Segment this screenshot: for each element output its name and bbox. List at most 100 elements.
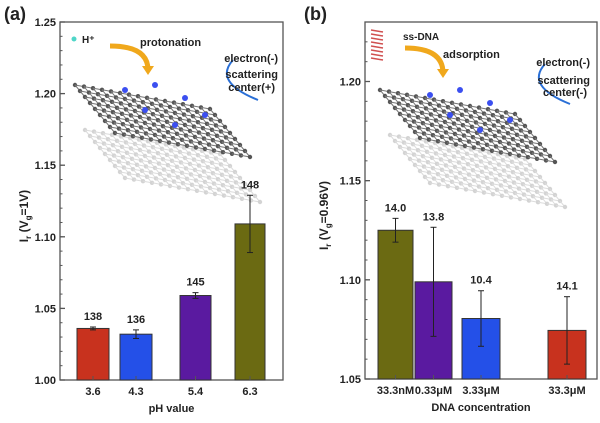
carbon-bond bbox=[515, 157, 522, 164]
carbon-atom bbox=[129, 156, 135, 161]
carbon-bond bbox=[182, 182, 193, 186]
carbon-bond bbox=[523, 194, 530, 201]
carbon-atom bbox=[461, 166, 467, 171]
carbon-bond bbox=[207, 166, 214, 174]
carbon-bond bbox=[419, 170, 426, 178]
carbon-bond bbox=[449, 160, 460, 164]
carbon-bond bbox=[461, 147, 468, 155]
carbon-bond bbox=[173, 181, 180, 188]
y-axis-label-part: I bbox=[17, 239, 31, 242]
carbon-bond bbox=[249, 189, 256, 197]
carbon-bond bbox=[527, 189, 538, 193]
carbon-bond bbox=[426, 151, 437, 154]
carbon-atom bbox=[228, 174, 234, 179]
carbon-bond bbox=[167, 164, 178, 168]
carbon-bond bbox=[429, 182, 440, 186]
y-tick-label: 1.00 bbox=[35, 375, 56, 387]
carbon-bond bbox=[236, 192, 243, 200]
carbon-bond bbox=[487, 187, 498, 191]
carbon-bond bbox=[175, 156, 182, 163]
carbon-bond bbox=[532, 195, 539, 203]
carbon-bond bbox=[431, 157, 438, 165]
carbon-bond bbox=[155, 178, 162, 185]
carbon-atom bbox=[429, 155, 435, 160]
carbon-bond bbox=[451, 181, 458, 189]
carbon-bond bbox=[452, 145, 463, 149]
carbon-bond bbox=[457, 151, 468, 155]
carbon-atom bbox=[220, 183, 226, 188]
carbon-bond bbox=[482, 181, 489, 189]
carbon-bond bbox=[120, 136, 127, 143]
carbon-bond bbox=[413, 154, 424, 157]
carbon-bond bbox=[89, 135, 96, 143]
carbon-bond bbox=[430, 146, 441, 150]
carbon-atom bbox=[193, 178, 199, 183]
chart-panel-a: H⁺ protonation electron(-) scatteringcenter… bbox=[4, 4, 284, 415]
carbon-bond bbox=[449, 160, 456, 168]
carbon-atom bbox=[499, 193, 505, 198]
carbon-bond bbox=[505, 191, 512, 198]
carbon-bond bbox=[536, 191, 547, 194]
carbon-bond bbox=[107, 138, 114, 146]
carbon-bond bbox=[222, 184, 233, 188]
carbon-bond bbox=[109, 159, 120, 163]
carbon-bond bbox=[452, 145, 459, 153]
data-label: 148 bbox=[241, 179, 259, 191]
carbon-atom bbox=[415, 148, 421, 153]
carbon-bond bbox=[188, 153, 199, 156]
carbon-bond bbox=[522, 183, 529, 191]
carbon-bond bbox=[130, 148, 137, 155]
carbon-atom bbox=[467, 182, 473, 188]
carbon-bond bbox=[493, 158, 504, 161]
carbon-bond bbox=[165, 143, 176, 147]
carbon-bond bbox=[232, 196, 243, 200]
x-tick-label: 6.3 bbox=[242, 386, 257, 398]
carbon-bond bbox=[202, 160, 209, 168]
carbon-atom bbox=[214, 166, 220, 171]
carbon-bond bbox=[488, 152, 499, 155]
carbon-atom bbox=[164, 152, 170, 157]
carbon-bond bbox=[153, 157, 160, 164]
carbon-bond bbox=[145, 165, 156, 169]
carbon-atom bbox=[130, 167, 136, 172]
carbon-atom bbox=[97, 145, 103, 151]
carbon-bond bbox=[203, 171, 214, 174]
carbon-bond bbox=[180, 162, 187, 169]
carbon-bond bbox=[206, 156, 217, 159]
carbon-bond bbox=[466, 153, 473, 161]
carbon-bond bbox=[458, 162, 465, 169]
carbon-bond bbox=[467, 163, 478, 167]
carbon-atom bbox=[405, 136, 411, 141]
carbon-atom bbox=[227, 163, 233, 169]
carbon-bond bbox=[150, 171, 161, 175]
carbon-atom bbox=[221, 193, 227, 198]
carbon-atom bbox=[87, 133, 93, 139]
carbon-atom bbox=[401, 140, 407, 145]
carbon-bond bbox=[495, 178, 506, 182]
carbon-bond bbox=[123, 167, 134, 170]
carbon-bond bbox=[144, 155, 155, 159]
carbon-atom bbox=[210, 171, 216, 176]
carbon-bond bbox=[108, 149, 119, 152]
carbon-atom bbox=[153, 176, 159, 181]
carbon-bond bbox=[503, 170, 510, 177]
carbon-bond bbox=[201, 150, 208, 158]
carbon-atom bbox=[239, 196, 245, 201]
carbon-bond bbox=[176, 166, 183, 174]
carbon-bond bbox=[135, 153, 146, 157]
carbon-atom bbox=[126, 171, 132, 176]
carbon-bond bbox=[474, 190, 485, 194]
carbon-bond bbox=[513, 182, 520, 189]
carbon-bond bbox=[162, 158, 173, 162]
carbon-bond bbox=[216, 168, 223, 176]
carbon-bond bbox=[508, 176, 515, 183]
carbon-bond bbox=[435, 152, 446, 156]
carbon-bond bbox=[517, 177, 524, 185]
carbon-bond bbox=[113, 155, 124, 158]
carbon-bond bbox=[407, 137, 418, 141]
carbon-bond bbox=[94, 141, 105, 145]
carbon-bond bbox=[445, 164, 456, 168]
carbon-bond bbox=[147, 140, 158, 144]
carbon-bond bbox=[113, 155, 120, 162]
carbon-atom bbox=[456, 160, 462, 165]
